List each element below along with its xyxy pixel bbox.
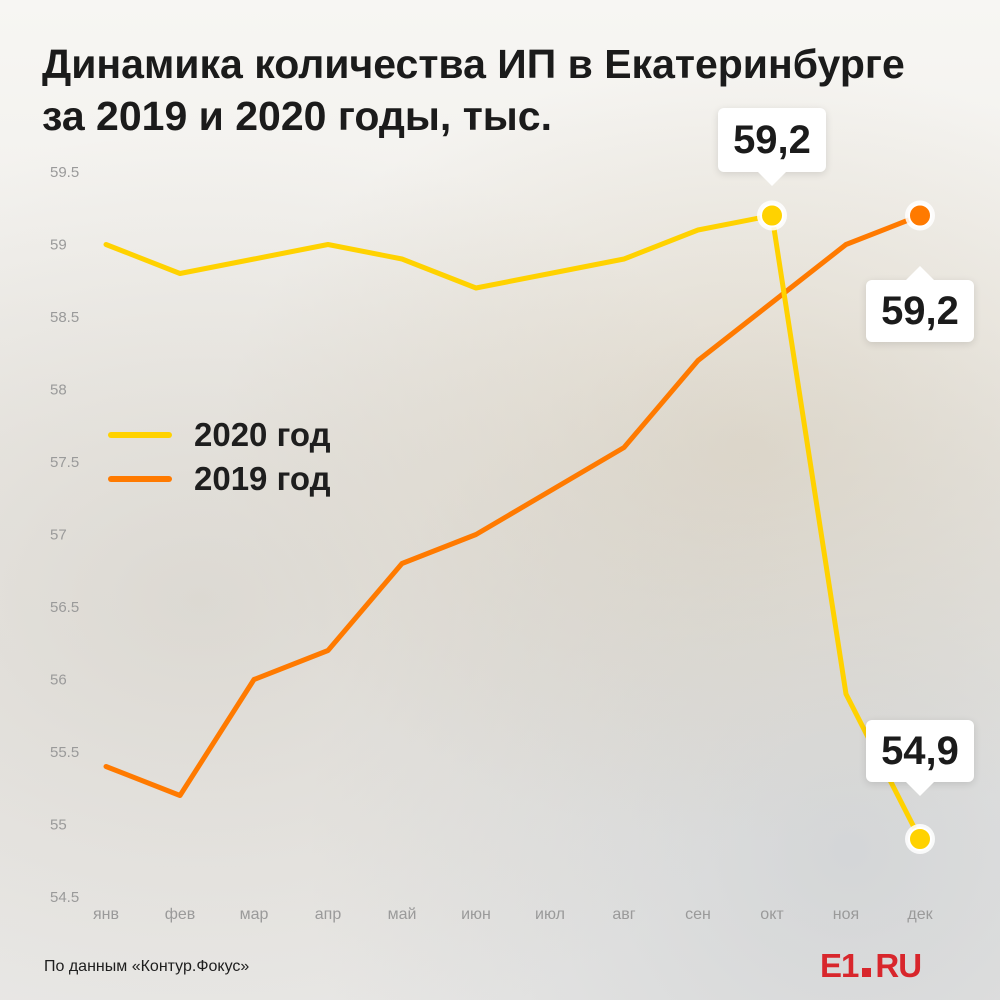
x-tick-label: фев (165, 906, 196, 923)
x-tick-label: авг (612, 906, 635, 923)
x-tick-label: мар (240, 906, 269, 923)
data-label-text: 59,2 (733, 117, 811, 162)
x-tick-label: дек (907, 906, 933, 923)
y-tick-label: 59 (50, 237, 67, 254)
logo-ru: RU (875, 947, 922, 984)
legend-item-2020: 2020 год (108, 413, 331, 457)
x-tick-label: апр (315, 906, 342, 923)
data-label-2020-dec: 54,9 (866, 720, 974, 796)
legend-swatch-2020 (108, 432, 172, 438)
chart-title: Динамика количества ИП в Екатеринбурге з… (42, 38, 962, 142)
e1-logo: E1 RU (820, 946, 922, 986)
source-note: По данным «Контур.Фокус» (44, 958, 250, 975)
x-tick-label: июл (535, 906, 565, 923)
legend-label-2019: 2019 год (194, 460, 331, 497)
y-tick-label: 55 (50, 817, 67, 834)
x-tick-label: май (388, 906, 417, 923)
series-line-2019 (103, 213, 923, 798)
y-tick-label: 54.5 (50, 889, 79, 906)
y-tick-label: 57.5 (50, 454, 79, 471)
point-marker (760, 203, 784, 228)
callout-pointer (758, 172, 786, 186)
y-tick-label: 55.5 (50, 744, 79, 761)
legend-label-2020: 2020 год (194, 416, 331, 453)
x-tick-label: июн (461, 906, 491, 923)
logo-dot (862, 967, 872, 977)
y-tick-label: 58 (50, 382, 67, 399)
y-tick-label: 57 (50, 527, 67, 544)
point-marker (908, 203, 932, 228)
logo-e1: E1 (820, 947, 859, 984)
chart-legend: 2020 год 2019 год (108, 413, 331, 501)
data-label-2019-dec: 59,2 (866, 266, 974, 342)
chart-title-line-2: за 2019 и 2020 годы, тыс. (42, 93, 552, 139)
legend-swatch-2019 (108, 476, 172, 482)
x-tick-label: сен (685, 906, 711, 923)
x-tick-label: янв (93, 906, 119, 923)
x-tick-label: ноя (833, 906, 859, 923)
callout-pointer (906, 266, 934, 280)
x-tick-label: окт (760, 906, 784, 923)
y-tick-label: 56.5 (50, 599, 79, 616)
y-tick-label: 56 (50, 672, 67, 689)
chart-title-line-1: Динамика количества ИП в Екатеринбурге (42, 41, 905, 87)
y-tick-label: 59.5 (50, 164, 79, 181)
point-marker (908, 827, 932, 851)
y-tick-label: 58.5 (50, 309, 79, 326)
data-label-text: 54,9 (881, 728, 959, 773)
callout-pointer (906, 782, 934, 796)
legend-item-2019: 2019 год (108, 457, 331, 501)
series-line-2020 (103, 213, 923, 842)
data-label-2020-oct: 59,2 (718, 108, 826, 186)
data-label-text: 59,2 (881, 288, 959, 333)
